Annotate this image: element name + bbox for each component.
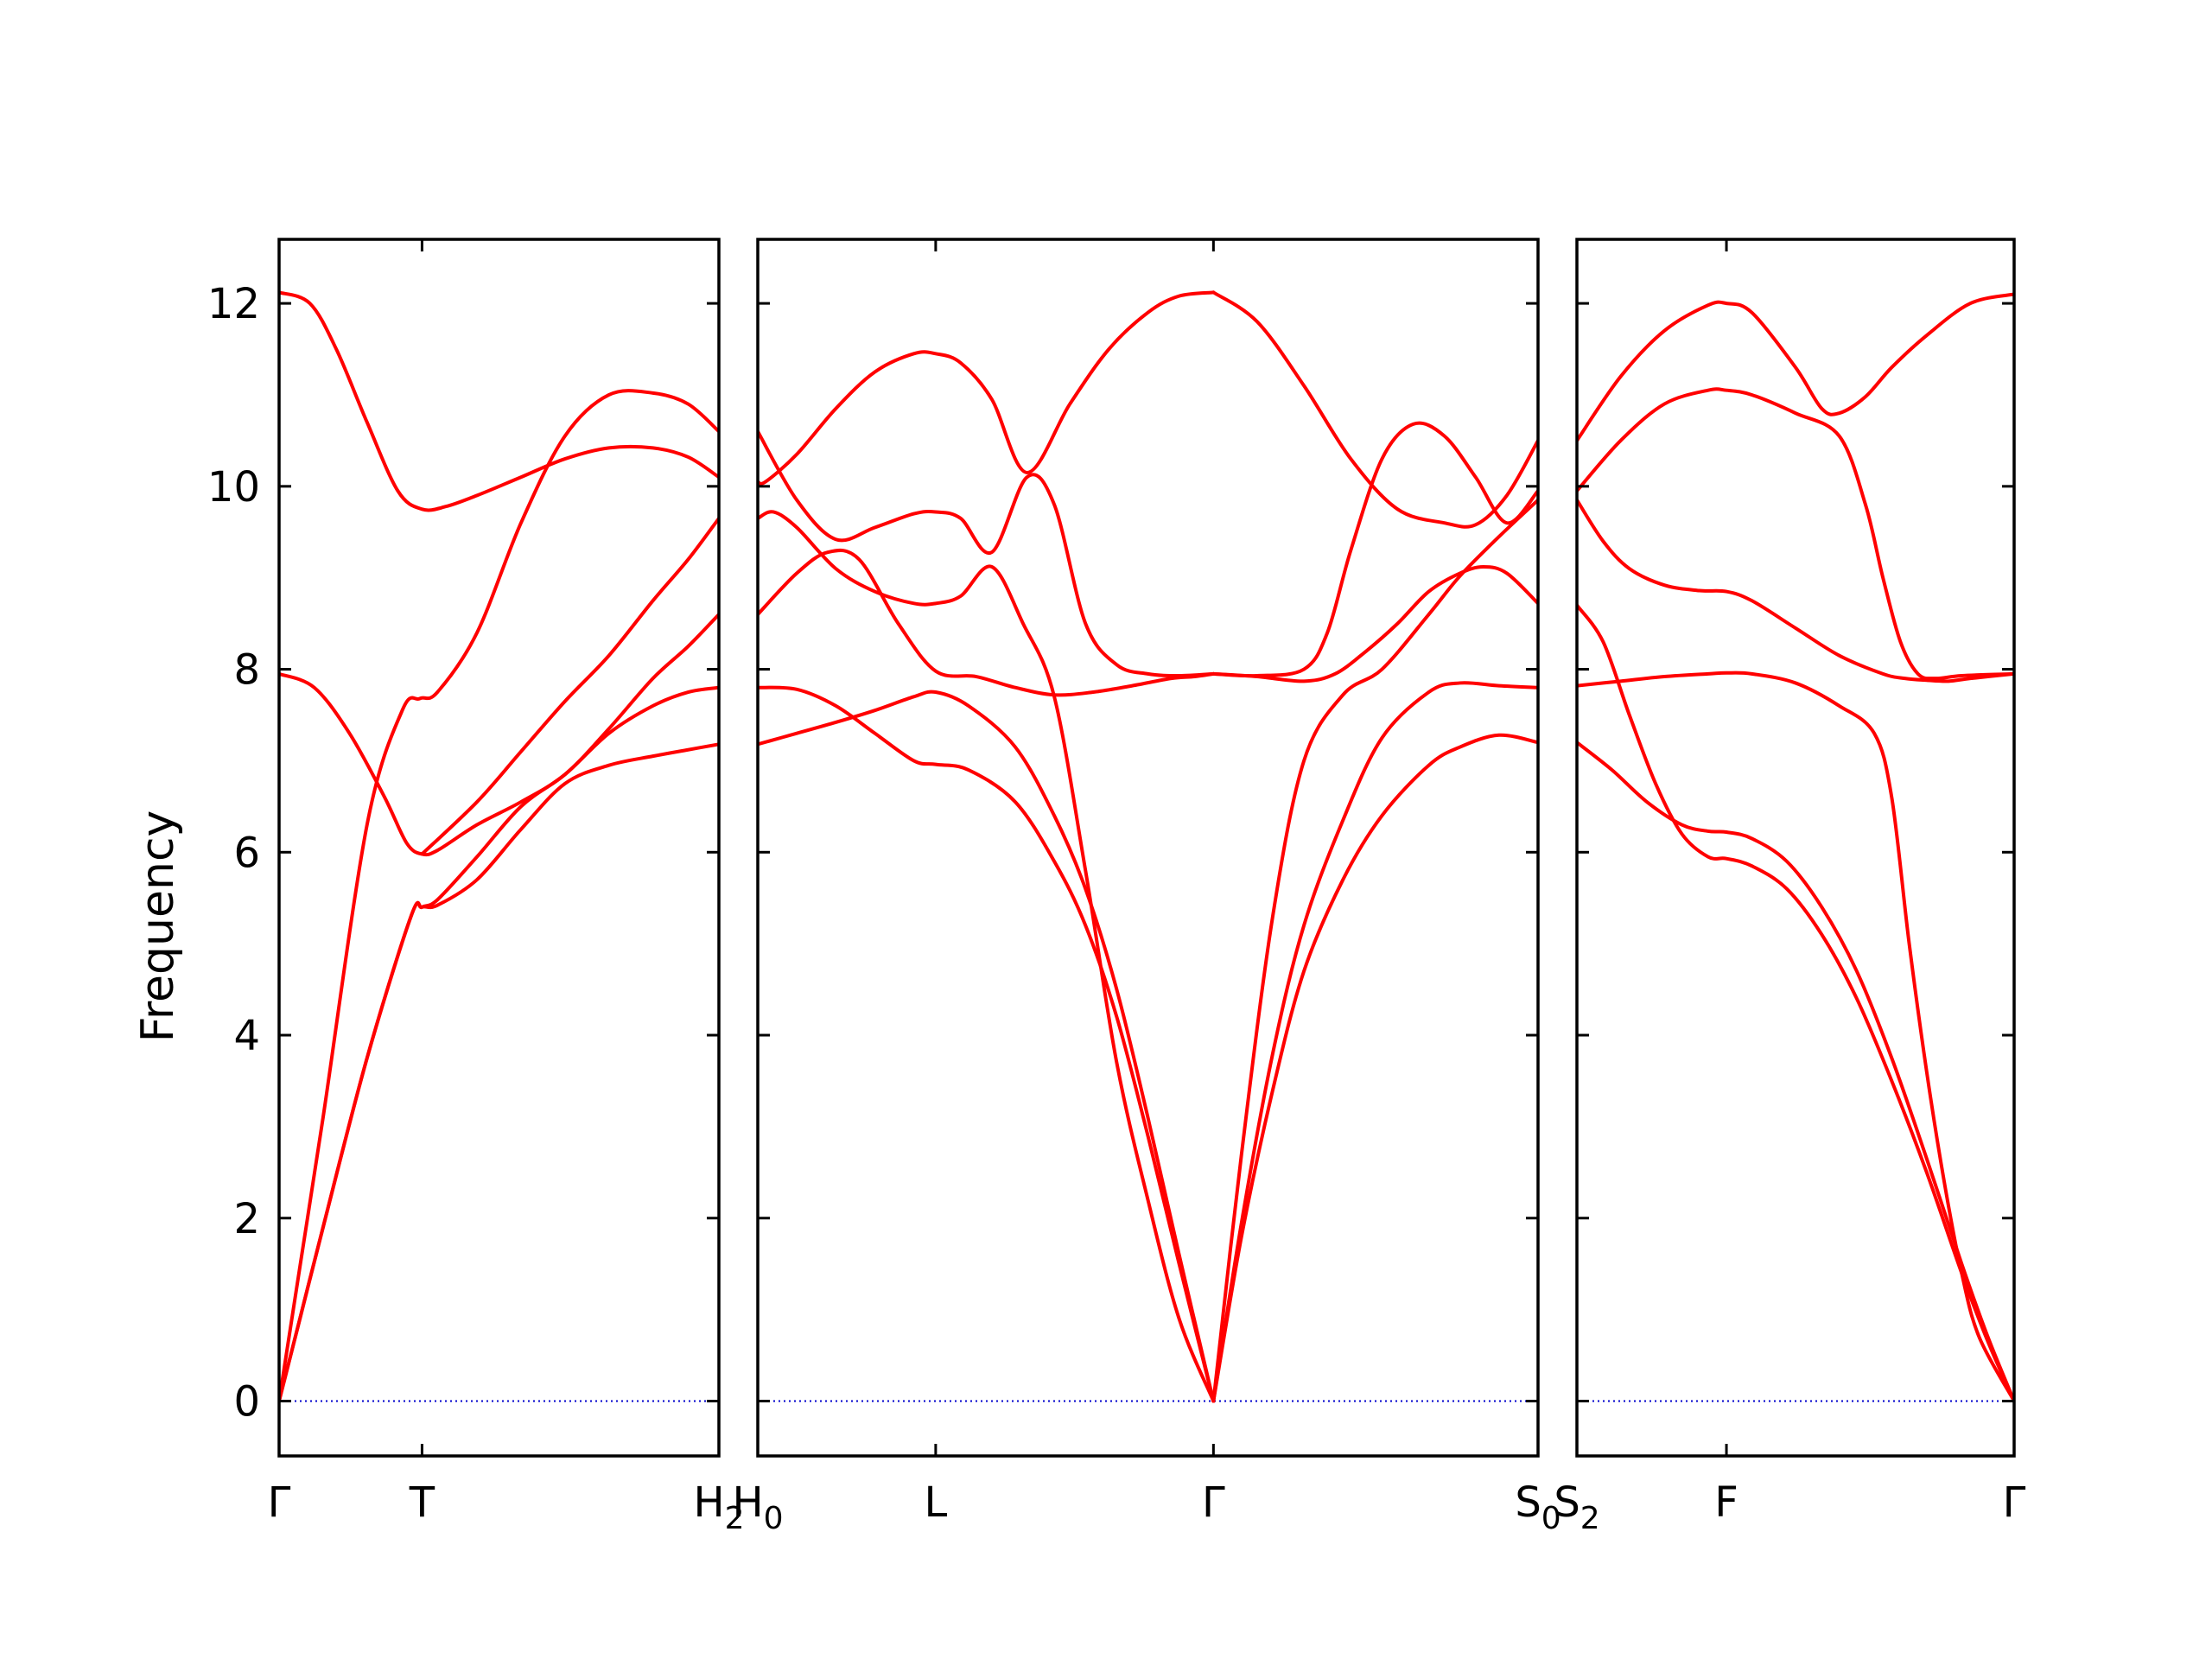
band-line-4 (758, 510, 1216, 1403)
y-axis-label: Frequency (132, 810, 184, 1043)
band-lines (1577, 292, 2014, 1403)
band-line-6 (758, 290, 1216, 486)
y-tick-label: 6 (233, 829, 260, 877)
band-line-7 (1211, 733, 1538, 1403)
panel-frame (277, 238, 721, 1458)
band-lines (279, 290, 719, 1403)
x-tick-label: H2 (694, 1478, 745, 1536)
y-tick-label: 12 (207, 280, 260, 328)
panel-1: 0 2 4 6 8 10 12 Γ T H2 (207, 238, 745, 1536)
band-line-5 (279, 290, 719, 512)
x-tick-label: H0 (733, 1478, 784, 1536)
panel-frame (756, 238, 1540, 1458)
x-tick-label: T (409, 1478, 435, 1527)
band-line-12 (1211, 290, 1538, 529)
x-tick-label: Γ (2003, 1478, 2026, 1527)
band-line-4 (1577, 498, 2014, 683)
band-line-3 (1577, 671, 2014, 1403)
band-line-6 (420, 516, 719, 856)
x-tick-label: L (925, 1478, 948, 1527)
x-tick-label: S0 (1515, 1478, 1560, 1536)
band-line-4 (279, 389, 719, 1403)
band-line-2 (1577, 603, 2014, 1403)
x-tick-label: Γ (1202, 1478, 1225, 1527)
x-tick-label: F (1714, 1478, 1738, 1527)
band-line-5 (758, 429, 1216, 677)
band-line-6 (1577, 292, 2014, 442)
y-tick-label: 8 (233, 646, 260, 695)
y-tick-label: 10 (207, 463, 260, 512)
y-tick-label: 4 (233, 1012, 260, 1060)
band-line-5 (1577, 387, 2014, 681)
panel-2: H0 L Γ S0 (733, 238, 1561, 1536)
band-line-9 (1211, 498, 1538, 1403)
band-line-3 (279, 613, 719, 857)
x-tick-label: Γ (268, 1478, 291, 1527)
band-line-10 (1211, 565, 1538, 683)
x-tick-label: S2 (1554, 1478, 1599, 1536)
band-line-2 (758, 685, 1216, 1403)
band-line-11 (1211, 421, 1538, 678)
band-line-3 (758, 548, 1216, 697)
band-line-2 (279, 685, 719, 1403)
y-tick-label: 0 (233, 1377, 260, 1426)
band-lines (758, 290, 1538, 1403)
y-tick-label: 2 (233, 1195, 260, 1243)
panel-3: S2 F Γ (1554, 238, 2026, 1536)
band-line-8 (1211, 681, 1538, 1403)
band-line-1 (758, 690, 1216, 1403)
panel-frame (1575, 238, 2016, 1458)
